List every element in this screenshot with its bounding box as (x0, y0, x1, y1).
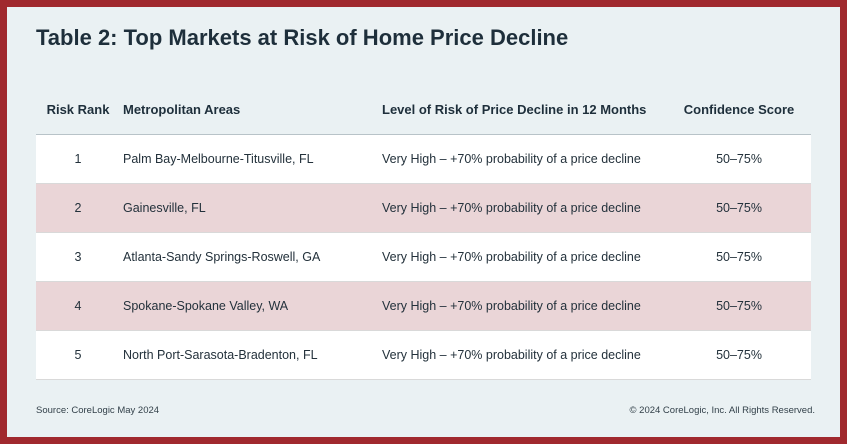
table-header-row: Risk Rank Metropolitan Areas Level of Ri… (36, 85, 811, 135)
confidence-cell: 50–75% (716, 348, 762, 362)
rank-cell: 1 (74, 152, 82, 166)
risk-level-cell: Very High – +70% probability of a price … (382, 348, 641, 362)
risk-level-cell: Very High – +70% probability of a price … (382, 299, 641, 313)
table-row: 2 Gainesville, FL Very High – +70% proba… (36, 184, 811, 233)
confidence-cell: 50–75% (716, 152, 762, 166)
risk-table: Risk Rank Metropolitan Areas Level of Ri… (36, 85, 811, 380)
metro-cell: Atlanta-Sandy Springs-Roswell, GA (123, 250, 321, 264)
rank-cell: 4 (74, 299, 82, 313)
content-panel: Table 2: Top Markets at Risk of Home Pri… (7, 7, 840, 437)
risk-level-cell: Very High – +70% probability of a price … (382, 201, 641, 215)
confidence-cell: 50–75% (716, 250, 762, 264)
table-title: Table 2: Top Markets at Risk of Home Pri… (36, 25, 569, 50)
header-risk-level: Level of Risk of Price Decline in 12 Mon… (382, 102, 647, 117)
risk-level-cell: Very High – +70% probability of a price … (382, 152, 641, 166)
source-note: Source: CoreLogic May 2024 (36, 405, 160, 416)
metro-cell: Spokane-Spokane Valley, WA (123, 299, 289, 313)
rank-cell: 3 (74, 250, 82, 264)
metro-cell: Gainesville, FL (123, 201, 206, 215)
table-row: 3 Atlanta-Sandy Springs-Roswell, GA Very… (36, 233, 811, 282)
header-risk-rank: Risk Rank (46, 102, 110, 117)
risk-level-cell: Very High – +70% probability of a price … (382, 250, 641, 264)
rank-cell: 5 (74, 348, 82, 362)
copyright-note: © 2024 CoreLogic, Inc. All Rights Reserv… (629, 405, 815, 416)
metro-cell: Palm Bay-Melbourne-Titusville, FL (123, 152, 314, 166)
header-confidence-score: Confidence Score (683, 102, 795, 117)
header-metropolitan-areas: Metropolitan Areas (123, 102, 241, 117)
table-row: 1 Palm Bay-Melbourne-Titusville, FL Very… (36, 135, 811, 184)
table-row: 4 Spokane-Spokane Valley, WA Very High –… (36, 282, 811, 331)
table-row: 5 North Port-Sarasota-Bradenton, FL Very… (36, 331, 811, 380)
metro-cell: North Port-Sarasota-Bradenton, FL (123, 348, 318, 362)
confidence-cell: 50–75% (716, 201, 762, 215)
confidence-cell: 50–75% (716, 299, 762, 313)
rank-cell: 2 (74, 201, 82, 215)
